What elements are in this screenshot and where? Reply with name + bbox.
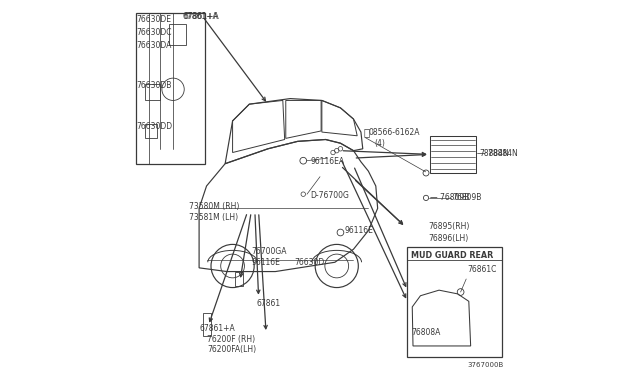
Text: — 78884N: — 78884N	[478, 149, 518, 158]
Bar	[136, 13, 205, 164]
Text: 08566-6162A: 08566-6162A	[369, 128, 420, 137]
Text: 76630DB: 76630DB	[136, 81, 172, 90]
Text: 96116EA: 96116EA	[310, 157, 345, 166]
Text: MUD GUARD REAR: MUD GUARD REAR	[411, 251, 493, 260]
Text: 67861+A: 67861+A	[184, 12, 220, 21]
Text: 67861+A: 67861+A	[199, 324, 235, 333]
Text: 76630DE: 76630DE	[136, 15, 172, 24]
Text: 76700GA: 76700GA	[251, 247, 287, 256]
Bar	[203, 313, 211, 336]
Bar	[145, 124, 157, 138]
Text: 67861+A: 67861+A	[182, 12, 218, 21]
Text: 76630DA: 76630DA	[136, 41, 172, 50]
Text: 73581M (LH): 73581M (LH)	[189, 213, 238, 222]
Text: 76861C: 76861C	[467, 265, 496, 274]
Text: 73580M (RH): 73580M (RH)	[189, 202, 239, 211]
Text: 78884N: 78884N	[479, 149, 509, 158]
Text: 76200FA(LH): 76200FA(LH)	[207, 345, 256, 354]
Text: D-76700G: D-76700G	[310, 191, 349, 200]
Text: 76896(LH): 76896(LH)	[428, 234, 468, 243]
Text: — 76809B: — 76809B	[431, 193, 470, 202]
Bar	[408, 247, 502, 357]
Bar	[170, 24, 186, 45]
Text: 76200F (RH): 76200F (RH)	[207, 335, 255, 344]
Bar	[429, 136, 476, 173]
Text: 67861: 67861	[257, 299, 281, 308]
Bar	[145, 84, 160, 100]
Text: 76808A: 76808A	[411, 328, 440, 337]
Text: 76809B: 76809B	[452, 193, 481, 202]
Text: (4): (4)	[374, 139, 385, 148]
Text: 76630D: 76630D	[294, 258, 324, 267]
Text: 76630DD: 76630DD	[136, 122, 173, 131]
Text: Ⓢ: Ⓢ	[364, 127, 370, 137]
Text: 96116E: 96116E	[344, 226, 373, 235]
Text: 3767000B: 3767000B	[467, 362, 503, 368]
Bar	[235, 272, 243, 286]
Text: 96116E: 96116E	[251, 258, 280, 267]
Text: 76630DC: 76630DC	[136, 28, 172, 37]
Text: 76895(RH): 76895(RH)	[428, 222, 469, 231]
